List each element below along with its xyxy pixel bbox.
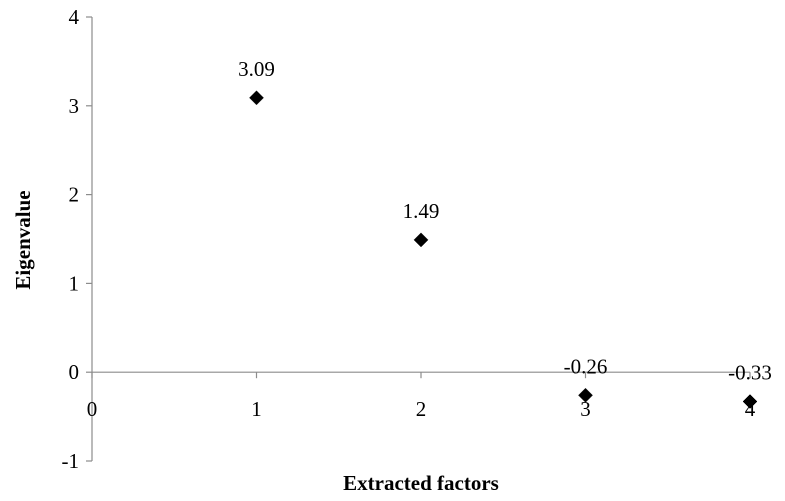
y-tick-label: 1 — [69, 271, 80, 295]
data-point-marker — [742, 394, 758, 409]
data-point-label: -0.33 — [728, 361, 772, 385]
x-axis: 0 1 2 3 4 — [87, 371, 756, 421]
data-point-marker — [249, 90, 264, 106]
data-point-label: 3.09 — [238, 57, 275, 81]
y-tick-label: 4 — [69, 5, 80, 29]
x-tick-label: 2 — [416, 397, 427, 421]
x-tick-label: 1 — [251, 397, 262, 421]
x-axis-title: Extracted factors — [343, 471, 499, 495]
y-axis-title: Eigenvalue — [11, 190, 35, 289]
y-tick-label: 3 — [69, 94, 80, 118]
y-tick-label: 2 — [69, 183, 80, 207]
data-point-marker — [578, 387, 593, 403]
x-tick-label: 3 — [580, 397, 591, 421]
data-points: 3.09 1.49 -0.26 -0.33 — [238, 57, 772, 409]
data-point-label: -0.26 — [564, 354, 608, 378]
x-tick-label: 4 — [745, 397, 756, 421]
y-axis: -1 0 1 2 3 4 — [62, 5, 93, 473]
y-tick-label: -1 — [62, 449, 80, 473]
data-point-marker — [413, 232, 429, 248]
y-tick-label: 0 — [69, 360, 80, 384]
x-tick-label: 0 — [87, 397, 98, 421]
data-point-label: 1.49 — [403, 199, 440, 223]
